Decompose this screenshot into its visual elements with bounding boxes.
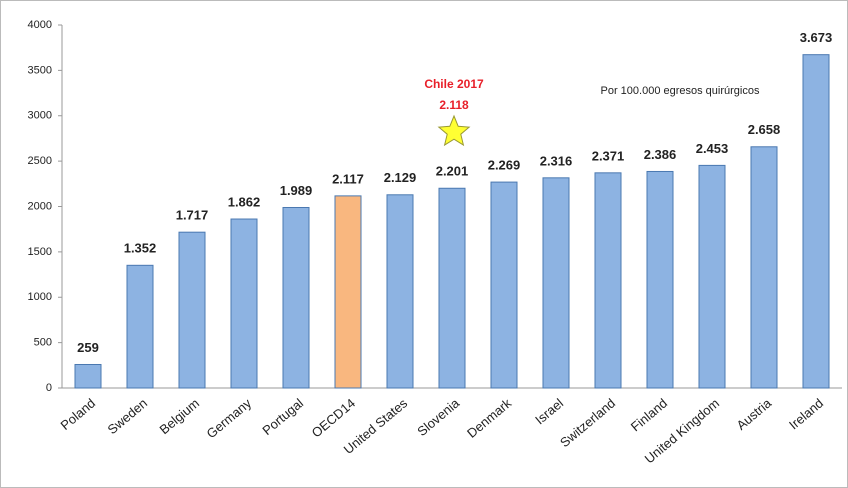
y-tick-label: 4000 [28,19,52,31]
annotation: Chile 2017 [424,77,484,91]
data-label: 1.352 [124,241,157,256]
y-tick-label: 3500 [28,64,52,76]
y-tick-label: 1500 [28,246,52,258]
y-tick-label: 0 [46,382,52,394]
data-label: 3.673 [800,30,833,45]
bar [126,264,154,389]
bar [750,146,778,389]
annotation: Por 100.000 egresos quirúrgicos [601,85,760,97]
data-label: 2.658 [748,122,781,137]
data-label: 2.269 [488,158,521,173]
data-label: 1.717 [176,208,209,223]
data-label: 2.386 [644,147,677,162]
data-label: 1.989 [280,183,313,198]
bar [698,164,726,389]
bar [490,181,518,389]
star-marker [437,114,471,147]
bar [334,195,362,389]
data-label: 2.453 [696,141,729,156]
bar [74,363,102,389]
bar [802,54,830,389]
data-label: 2.201 [436,164,469,179]
y-tick-label: 500 [34,337,52,349]
data-label: 2.117 [332,171,364,186]
y-tick-label: 2500 [28,155,52,167]
data-label: 2.316 [540,153,573,168]
y-tick-label: 2000 [28,200,52,212]
annotation: 2.118 [439,98,469,112]
data-label: 1.862 [228,194,261,209]
bar [542,177,570,389]
bar [282,206,310,389]
bar [438,187,466,389]
bar [594,172,622,389]
data-label: 2.129 [384,170,417,185]
y-tick-label: 1000 [28,291,52,303]
bar [178,231,206,389]
data-label: 259 [77,340,99,355]
bar [230,218,258,389]
bar [386,194,414,389]
data-label: 2.371 [592,148,625,163]
bar [646,170,674,389]
y-tick-label: 3000 [28,110,52,122]
